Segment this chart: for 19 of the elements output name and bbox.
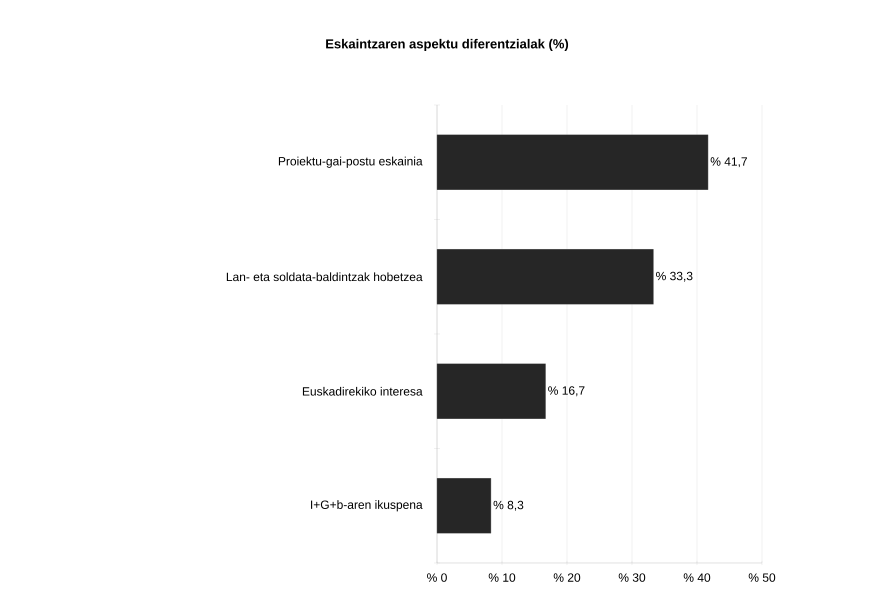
data-label: % 16,7	[548, 386, 584, 396]
y-tick-label: I+G+b-aren ikuspena	[311, 500, 423, 512]
y-tick-label: Proiektu-gai-postu eskainia	[278, 156, 423, 168]
x-tick-label: % 30	[618, 573, 646, 582]
bar	[436, 478, 492, 534]
bar	[436, 249, 654, 304]
y-tick-label: Lan- eta soldata-baldintzak hobetzea	[226, 272, 423, 282]
x-tick-label: % 0	[427, 573, 447, 582]
chart-title: Eskaintzaren aspektu diferentzialak (%)	[326, 38, 568, 52]
x-tick-label: % 10	[488, 573, 516, 582]
y-tick-label: Euskadirekiko interesa	[302, 386, 423, 396]
x-tick-label: % 20	[554, 573, 580, 582]
data-label: % 33,3	[656, 272, 692, 282]
bar	[436, 134, 708, 190]
data-label: % 8,3	[494, 500, 524, 511]
data-label: % 41,7	[710, 157, 747, 168]
x-tick-label: % 40	[684, 573, 710, 582]
x-tick-label: % 50	[748, 573, 776, 582]
bar	[436, 364, 546, 419]
